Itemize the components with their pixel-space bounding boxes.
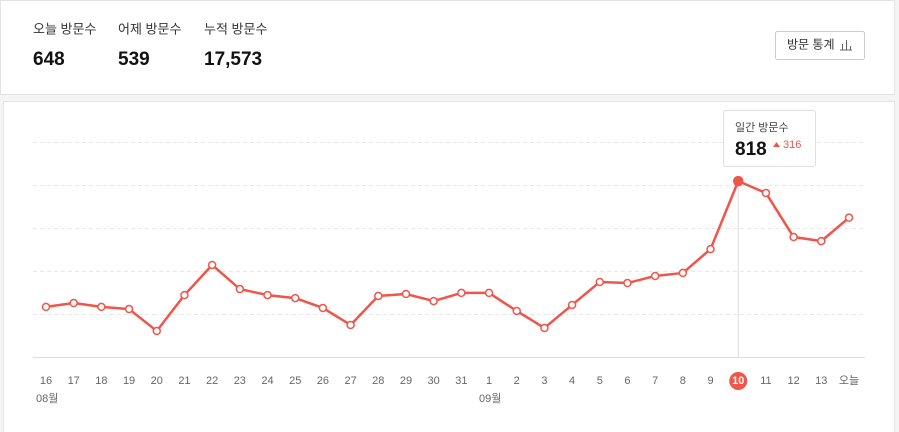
x-tick-label: 12	[787, 375, 799, 387]
x-tick-label: 31	[455, 375, 467, 387]
point	[457, 288, 466, 298]
line	[45, 179, 850, 333]
point	[761, 188, 771, 198]
x-tick-label: 16	[40, 375, 52, 387]
x-tick-label: 7	[652, 375, 658, 387]
point	[124, 304, 134, 314]
x-tick-label: 29	[400, 375, 412, 387]
x-tick-label: 30	[428, 375, 440, 387]
x-tick-label: 8	[680, 375, 686, 387]
point	[789, 232, 798, 242]
button-label[interactable]: 방문 통계	[787, 38, 835, 52]
x-tick-label: 10	[732, 375, 744, 387]
x-tick-label: 오늘	[839, 374, 859, 387]
point	[567, 300, 577, 310]
x-tick-label: 19	[123, 375, 135, 387]
point	[678, 268, 688, 278]
point	[706, 244, 715, 254]
x-tick-label: 22	[206, 375, 218, 387]
x-tick-label: 17	[68, 375, 80, 387]
point	[484, 288, 494, 298]
x-tick-label: 27	[344, 375, 356, 387]
point	[69, 298, 78, 308]
point	[623, 278, 632, 288]
point	[817, 236, 826, 246]
point	[844, 213, 854, 222]
point	[512, 306, 521, 316]
tooltip	[723, 110, 816, 167]
point	[235, 284, 245, 294]
stat-value: 539	[118, 49, 150, 70]
stat-label: 누적 방문수	[204, 21, 267, 36]
month-label: 08월	[36, 392, 58, 405]
stats-button[interactable]	[775, 31, 865, 60]
x-tick-label: 28	[372, 375, 384, 387]
point	[374, 291, 383, 301]
x-tick-label: 11	[760, 375, 771, 387]
x-tick-label: 6	[624, 375, 630, 387]
tooltip-title: 일간 방문수	[735, 120, 789, 134]
stat-value: 648	[33, 49, 65, 70]
point	[595, 277, 605, 287]
x-tick-label: 4	[569, 375, 575, 387]
point	[318, 303, 328, 313]
x-tick-label: 5	[597, 375, 603, 387]
bar-icon	[840, 40, 852, 51]
up-arrow	[773, 142, 780, 147]
point	[152, 326, 162, 336]
x-tick-label: 9	[707, 375, 713, 387]
stats-card	[0, 0, 895, 95]
point	[429, 296, 438, 306]
point	[732, 175, 744, 187]
point	[290, 293, 300, 303]
point	[346, 320, 355, 330]
tooltip-value: 818	[735, 139, 767, 160]
stat-value: 17,573	[204, 49, 262, 70]
x-tick-label: 21	[178, 375, 190, 387]
point	[41, 302, 51, 312]
stat-label: 어제 방문수	[118, 21, 181, 36]
x-tick-label: 18	[95, 375, 107, 387]
point	[650, 271, 660, 281]
tooltip-change: 316	[783, 139, 801, 151]
x-tick-label: 20	[151, 375, 163, 387]
x-tick-label: 13	[815, 375, 827, 387]
x-tick-label: 24	[261, 375, 273, 387]
x-tick-label: 2	[514, 375, 520, 387]
x-tick-label: 25	[289, 375, 301, 387]
point	[263, 290, 272, 300]
x-tick-label: 1	[486, 375, 492, 387]
stat-label: 오늘 방문수	[33, 21, 96, 36]
highlight-badge	[729, 372, 748, 390]
x-tick-label: 23	[234, 375, 246, 387]
point	[401, 289, 411, 299]
month-label: 09월	[479, 392, 501, 405]
point	[180, 290, 189, 300]
point	[540, 323, 549, 333]
point	[207, 260, 217, 270]
x-tick-label: 26	[317, 375, 329, 387]
x-tick-label: 3	[541, 375, 547, 387]
point	[97, 302, 106, 312]
